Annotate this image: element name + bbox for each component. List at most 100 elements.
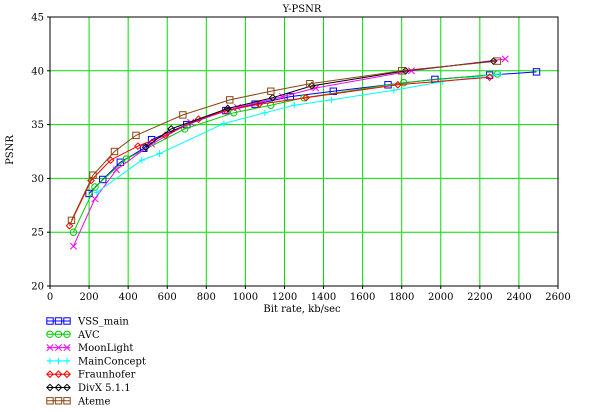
- data-point: [141, 143, 150, 152]
- data-point: [106, 156, 115, 165]
- legend-marker: [54, 317, 63, 325]
- legend-label: AVC: [77, 330, 100, 341]
- x-tick-label: 0: [47, 292, 53, 303]
- data-point: [267, 101, 275, 109]
- legend-label: MainConcept: [78, 356, 146, 367]
- y-axis-title: PSNR: [5, 135, 16, 165]
- x-tick-label: 200: [80, 292, 99, 303]
- data-point: [69, 228, 78, 236]
- x-tick-label: 1800: [389, 292, 414, 303]
- grid: [50, 17, 558, 286]
- data-point: [532, 68, 541, 76]
- data-point: [110, 147, 119, 156]
- x-tick-label: 2600: [545, 292, 570, 303]
- data-point: [69, 242, 77, 250]
- data-point: [261, 109, 269, 116]
- data-point: [302, 93, 310, 102]
- y-tick-label: 45: [31, 13, 44, 24]
- data-point: [307, 81, 316, 90]
- series-line: [88, 71, 537, 194]
- data-point: [489, 57, 498, 66]
- legend-item: VSS_main: [46, 317, 129, 328]
- data-point: [485, 73, 494, 82]
- plot-frame: [49, 16, 559, 287]
- legend-item: DivX 5.1.1: [46, 383, 131, 394]
- legend-marker: [46, 357, 54, 365]
- legend-marker: [46, 344, 54, 352]
- data-point: [496, 70, 503, 78]
- legend-marker: [54, 383, 63, 392]
- legend-label: Fraunhofer: [78, 370, 136, 381]
- data-point: [156, 150, 163, 157]
- legend-marker: [63, 330, 71, 338]
- data-point: [116, 158, 125, 166]
- y-tick-label: 25: [31, 228, 44, 239]
- data-point: [393, 80, 402, 89]
- data-point: [255, 100, 263, 109]
- data-point: [223, 104, 232, 113]
- data-point: [220, 120, 228, 127]
- legend-item: AVC: [46, 330, 100, 341]
- legend-marker: [46, 317, 54, 325]
- x-tick-label: 2400: [506, 292, 531, 303]
- legend-marker: [54, 397, 63, 405]
- data-point: [65, 221, 74, 230]
- series-line: [72, 73, 498, 233]
- x-axis-title: Bit rate, kb/sec: [263, 304, 341, 315]
- x-tick-label: 600: [158, 292, 177, 303]
- data-point: [268, 93, 277, 102]
- legend-marker: [55, 357, 62, 365]
- y-tick-label: 40: [31, 66, 44, 77]
- data-point: [179, 111, 187, 119]
- y-tick-label: 20: [31, 282, 44, 293]
- data-point: [328, 96, 335, 104]
- data-point: [397, 67, 406, 75]
- chart-title: Y-PSNR: [282, 4, 322, 15]
- data-point: [306, 80, 314, 88]
- data-point: [267, 87, 275, 95]
- x-tick-label: 1600: [350, 292, 375, 303]
- legend-item: MoonLight: [46, 343, 133, 354]
- legend-marker: [63, 357, 71, 365]
- x-tick-label: 2200: [467, 292, 492, 303]
- data-point: [99, 175, 107, 184]
- data-point: [134, 142, 142, 151]
- data-point: [501, 55, 509, 63]
- legend-item: MainConcept: [46, 356, 146, 367]
- legend-marker: [54, 344, 63, 352]
- legend-marker: [63, 370, 71, 379]
- legend-item: Ateme: [46, 396, 110, 407]
- legend-marker: [63, 383, 71, 392]
- legend-marker: [63, 397, 71, 405]
- series-mainconcept: [93, 70, 503, 196]
- legend-item: Fraunhofer: [46, 370, 136, 381]
- y-tick-label: 30: [31, 174, 44, 185]
- x-tick-label: 400: [119, 292, 138, 303]
- x-tick-label: 1000: [233, 292, 258, 303]
- legend-marker: [46, 370, 54, 379]
- data-point: [67, 216, 76, 225]
- data-point: [93, 189, 101, 196]
- y-tick-label: 35: [31, 120, 44, 131]
- series-line: [72, 58, 506, 247]
- legend-label: Ateme: [77, 396, 110, 407]
- legend-marker: [46, 330, 54, 338]
- data-point: [91, 183, 99, 191]
- series-line: [71, 60, 498, 221]
- data-point: [87, 176, 95, 185]
- legend-label: MoonLight: [78, 343, 133, 354]
- legend-marker: [46, 397, 54, 405]
- data-point: [407, 67, 416, 75]
- data-point: [493, 57, 502, 65]
- x-tick-label: 1400: [311, 292, 336, 303]
- data-point: [226, 96, 234, 104]
- axis-ticks: 0 200 400 600 800 1000 1200 1400 1600 1800 2000 220…: [31, 13, 570, 304]
- data-point: [329, 87, 338, 95]
- series-line: [96, 73, 500, 193]
- data-point: [138, 156, 146, 164]
- legend-label: DivX 5.1.1: [78, 383, 131, 394]
- data-point: [89, 171, 97, 179]
- x-tick-label: 1200: [272, 292, 297, 303]
